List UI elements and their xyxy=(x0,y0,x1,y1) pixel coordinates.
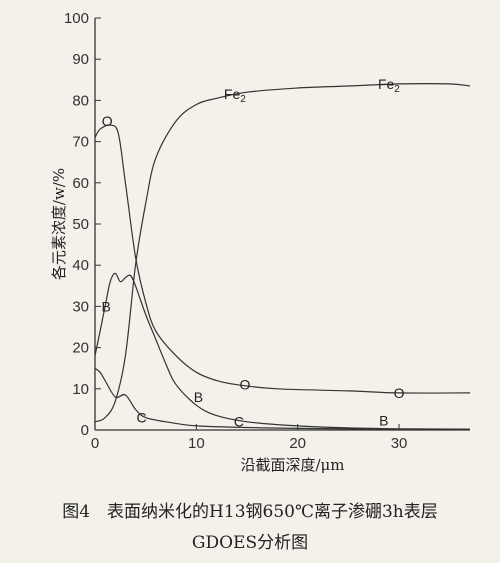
y-tick-label: 90 xyxy=(72,51,89,68)
series-line-b xyxy=(94,272,471,430)
x-axis-label: 沿截面深度/μm xyxy=(240,456,344,474)
y-tick-label: 60 xyxy=(72,175,89,192)
y-tick-label: 30 xyxy=(72,298,89,315)
y-tick-label: 20 xyxy=(72,340,89,357)
x-tick-label: 0 xyxy=(91,435,99,452)
figure-caption-line-2: GDOES分析图 xyxy=(191,533,309,553)
figure-caption-line-1: 图4 表面纳米化的H13钢650℃离子渗硼3h表层 xyxy=(62,502,438,522)
x-tick-label: 20 xyxy=(289,435,306,452)
series-label-b: B xyxy=(194,389,203,405)
y-tick-label: 40 xyxy=(72,257,89,274)
y-tick-label: 70 xyxy=(72,134,89,151)
series-label-o: O xyxy=(102,113,113,129)
series-label-b: B xyxy=(101,298,110,314)
series-line-c xyxy=(94,367,471,430)
y-tick-label: 0 xyxy=(81,422,89,439)
series-label-fe2: Fe2 xyxy=(224,86,246,105)
series-label-o: O xyxy=(394,385,405,401)
y-tick-label: 50 xyxy=(72,216,89,233)
y-tick-label: 80 xyxy=(72,92,89,109)
y-axis-label: 各元素浓度/w/% xyxy=(50,168,68,280)
series-line-fe2 xyxy=(94,83,471,423)
y-tick-label: 100 xyxy=(64,10,89,27)
series-line-o xyxy=(94,124,471,394)
series-label-b: B xyxy=(379,413,388,429)
series-label-c: C xyxy=(137,410,147,426)
x-tick-label: 10 xyxy=(188,435,205,452)
chart-axes xyxy=(94,18,470,431)
series-label-o: O xyxy=(240,377,251,393)
series-label-fe2: Fe2 xyxy=(378,76,400,95)
series-label-c: C xyxy=(234,413,244,429)
y-tick-label: 10 xyxy=(72,381,89,398)
x-tick-label: 30 xyxy=(391,435,408,452)
chart-series xyxy=(94,83,471,430)
chart-ticks: 0 10 20 30 40 50 60 70 80 90 100 0 10 20 30 xyxy=(64,10,407,452)
